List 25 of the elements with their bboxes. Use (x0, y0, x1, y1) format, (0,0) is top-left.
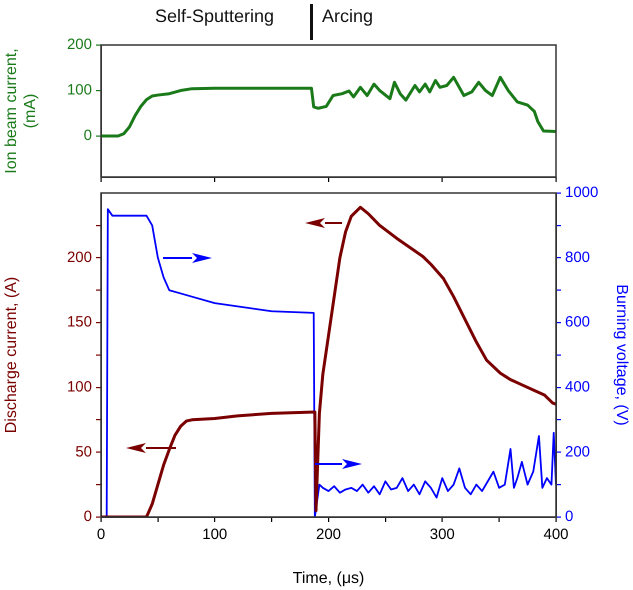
y-tick-label: 0 (84, 508, 92, 526)
y2-tick-label: 600 (565, 314, 590, 331)
y2-tick-label: 400 (565, 378, 590, 396)
y2-tick-label: 800 (565, 248, 590, 266)
y2-tick-label: 1000 (565, 184, 598, 202)
text: Arcing (322, 6, 374, 27)
x-axis-title: Time, (μs) (292, 570, 364, 587)
x-tick-label: 0 (96, 526, 106, 544)
y-axis-title: Ion beam current, (mA) (3, 48, 40, 174)
x-tick-label: 200 (316, 526, 342, 544)
y-tick-label: 200 (66, 36, 92, 54)
y-tick-label: 50 (75, 443, 92, 460)
x-tick-label: 400 (543, 526, 569, 544)
y-tick-label: 150 (66, 314, 92, 331)
x-tick-label: 100 (202, 526, 228, 544)
y-tick-label: 0 (84, 127, 92, 144)
text: Self-Sputtering (155, 6, 274, 27)
y-tick-label: 100 (66, 378, 92, 396)
y2-tick-label: 200 (565, 443, 590, 460)
y-tick-label: 200 (66, 248, 92, 266)
y-axis-title: Discharge current, (A) (3, 276, 20, 434)
y2-tick-label: 0 (565, 508, 574, 526)
y2-axis-title: Burning voltage, (V) (612, 284, 630, 426)
x-tick-label: 300 (430, 526, 455, 544)
y-tick-label: 100 (66, 82, 92, 99)
